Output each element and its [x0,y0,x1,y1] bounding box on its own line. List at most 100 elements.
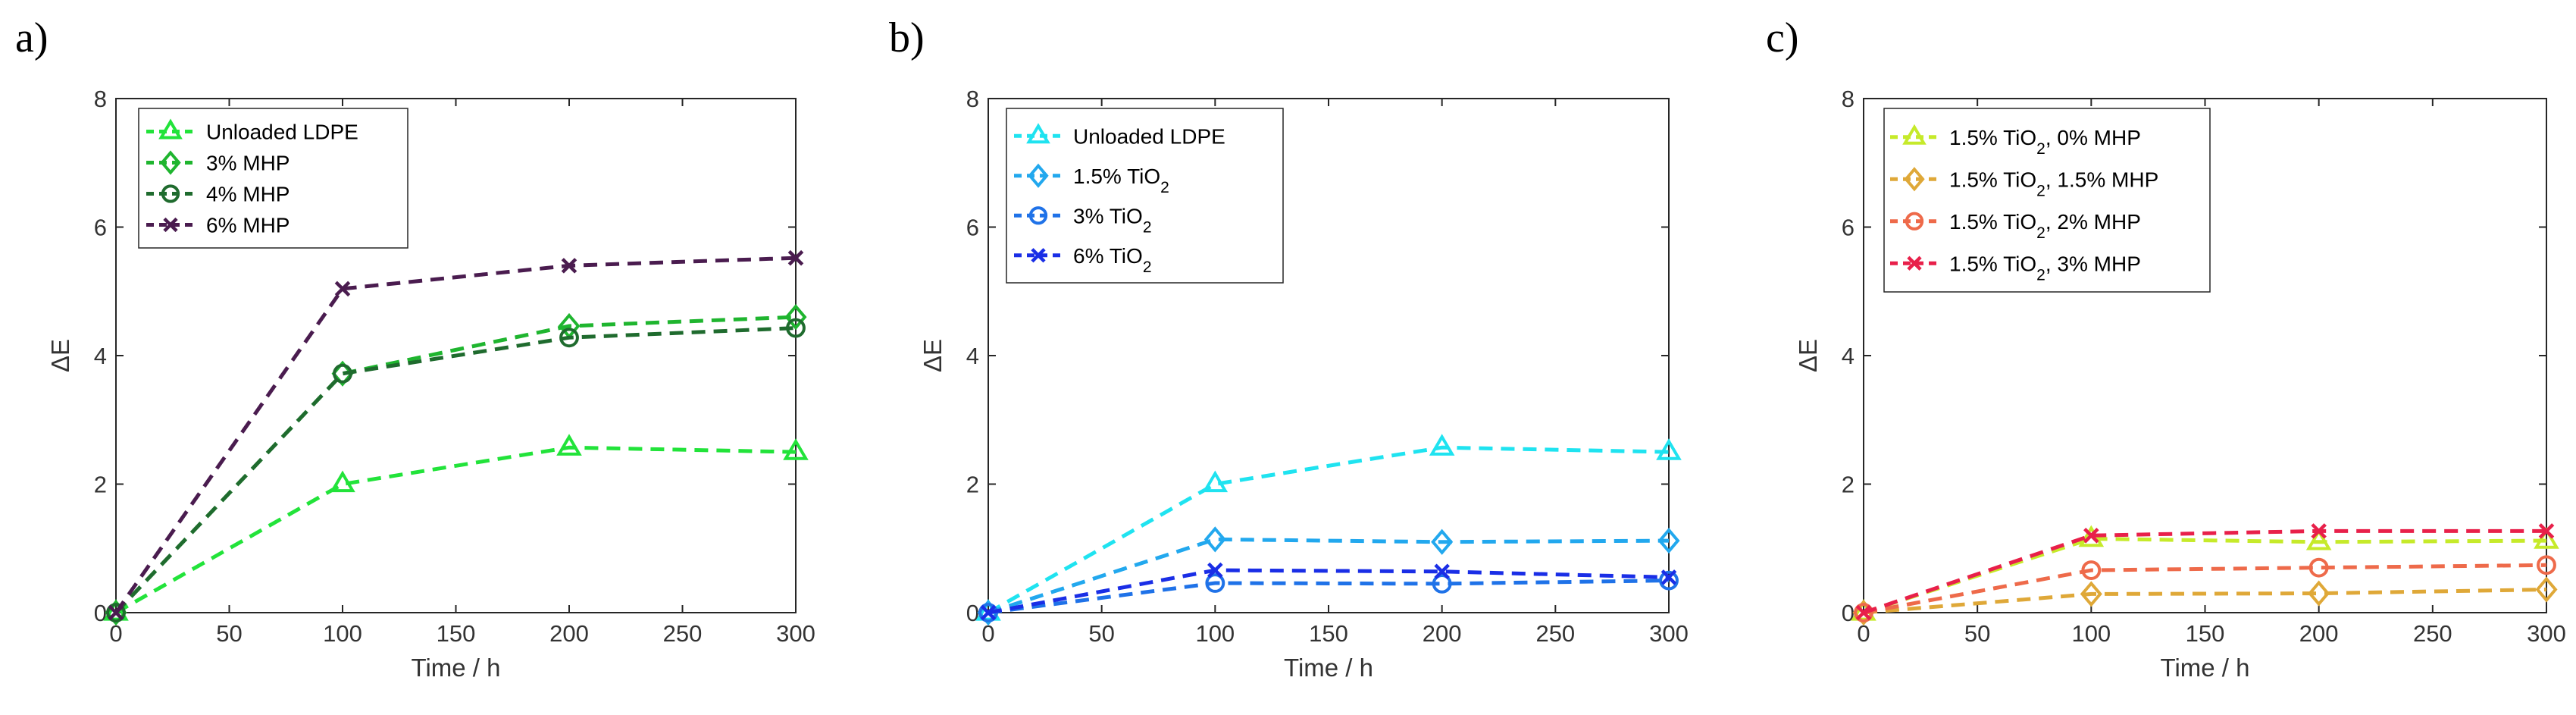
panel-b-series-4 [980,562,1677,621]
panel-c-legend-entry: 1.5% TiO2, 0% MHP [1890,124,2141,158]
panel-c-legend-entry: 1.5% TiO2, 3% MHP [1890,252,2141,284]
panel-b: b) 0 50 100 150 200 250 300 0 2 4 6 8 Time / h ΔE Unloa… [889,14,1689,682]
panel-c-xtick-label: 100 [2071,620,2111,647]
panel-b-series-4-point-shape [1660,569,1677,585]
panel-c-legend-label: 1.5% TiO2, 1.5% MHP [1949,168,2158,199]
panel-c-series-3-point [2308,557,2329,578]
panel-c-series-3-point-shape [1854,603,1873,622]
panel-a-series-3-point-shape [333,363,352,384]
panel-b-series-3-point-shape [1659,570,1679,591]
panel-a-ytick-label: 2 [94,472,107,498]
panel-a-series-1-point-shape [103,599,129,621]
panel-b-x-axis-label: Time / h [1284,654,1373,682]
panel-b-series-4-point-shape [980,604,997,621]
panel-c-series-2-point-shape [2535,576,2558,603]
panel-c-legend-entry: 1.5% TiO2, 2% MHP [1890,210,2141,242]
panel-b-legend-marker-shape [1026,123,1050,144]
panel-a-legend-marker [158,118,183,140]
panel-c-legend-label: 1.5% TiO2, 0% MHP [1949,126,2141,158]
panel-b-series-4-point [1660,569,1677,585]
panel-c-series-3-point [1854,603,1873,622]
panel-a-legend-label: Unloaded LDPE [206,121,358,144]
panel-c-legend-marker [1907,256,1922,271]
panel-c-legend-marker [1904,167,1925,192]
panel-a-series-3 [106,318,806,622]
panel-c-series-3-point-shape [2537,555,2556,575]
panel-b-legend-marker [1031,248,1046,263]
panel-c-xtick-label: 200 [2299,620,2339,647]
panel-c-series-4-line [1863,528,2546,615]
panel-a-ytick-label: 6 [94,215,107,241]
panel-b-series-1-line [987,445,1670,615]
panel-b-series-1-point-shape [1202,470,1229,493]
panel-a-xtick-label: 150 [437,620,476,647]
panel-b-series-2-line [988,537,1670,615]
panel-b-series-3 [978,570,1679,622]
panel-a-series-3-point [106,603,126,622]
panel-b-legend-label: Unloaded LDPE [1073,124,1225,148]
panel-b-ytick-label: 8 [966,86,979,112]
panel-b-series-1-point [1202,470,1229,493]
panel-a-series-4-point-shape [561,258,577,274]
panel-c-series-1-point-shape [2534,527,2559,549]
panel-a: a) 0 50 100 150 200 250 300 0 2 4 6 8 Time / h ΔE Unloa… [15,14,815,682]
panel-b-xtick-label: 0 [981,620,994,647]
panel-b-series-4-point [1207,562,1223,579]
panel-b-ytick-label: 4 [966,343,979,369]
panel-a-legend-entry: 3% MHP [146,150,290,175]
panel-b-series-2-point [1657,527,1680,554]
panel-c-legend-label: 1.5% TiO2, 2% MHP [1949,210,2141,242]
panel-a-legend-marker-shape [163,217,178,233]
panel-b-xtick-label: 200 [1423,620,1462,647]
panel-a-series-3-point-shape [106,603,126,622]
panel-a-series-4 [108,249,804,621]
panel-a-series-3-point-shape [559,328,579,348]
panel-b-series-3-point-shape [1432,573,1452,594]
panel-a-series-4-point [334,281,351,297]
panel-c: c) 0 50 100 150 200 250 300 0 2 4 6 8 Time / h ΔE 1.5% … [1766,14,2566,682]
panel-c-letter: c) [1766,14,1799,61]
panel-c-series-4-point-shape [2083,528,2099,544]
panel-a-series-2-point-shape [784,304,807,331]
panel-c-legend-marker-shape [1905,212,1924,230]
panel-a-series-3-point-shape [786,318,806,338]
panel-c-series-4-point [2538,523,2555,539]
panel-b-series-3-point [1659,570,1679,591]
panel-a-series-3-line [114,326,797,614]
panel-b-series-1-point [1429,434,1455,456]
panel-c-series-3-point [2537,555,2556,575]
panel-a-series-1-point-shape [330,470,355,493]
panel-c-series-4-point [1855,604,1872,621]
panel-c-legend-box [1883,108,2211,293]
panel-a-series-1 [103,434,809,621]
panel-a-legend-marker-shape [161,184,180,203]
panel-c-series-3-point-shape [2308,557,2329,578]
panel-c-legend-marker-shape [1902,124,1927,145]
panel-a-legend: Unloaded LDPE 3% MHP 4% MHP 6% MHP [138,108,408,249]
panel-c-series-3-point-shape [2081,560,2102,580]
panel-c-series-2-line [1863,587,2547,615]
panel-b-ytick-label: 2 [966,472,979,498]
panel-c-series-4-point [2311,523,2327,539]
panel-c-series-1-point [2534,527,2559,549]
panel-a-series-1-point [330,470,355,493]
panel-a-series-3-point [786,318,806,338]
panel-a-legend-marker-shape [158,118,183,140]
panel-a-xtick-label: 200 [549,620,589,647]
panel-a-series-1-point-shape [556,434,582,456]
panel-a-legend-marker [161,184,180,203]
panel-a-legend-entry: 4% MHP [146,183,290,206]
panel-c-series-4-point [2083,528,2099,544]
panel-b-series-2-point-shape [1203,526,1226,553]
panel-b-series-2-point [1431,528,1454,555]
panel-a-series-4-line [114,256,797,614]
panel-c-xtick-label: 0 [1857,620,1870,647]
panel-a-series-1-point [103,599,129,621]
panel-a-legend-label: 3% MHP [206,152,290,175]
panel-c-series-3 [1854,555,2556,622]
panel-b-series-3-line [988,579,1670,615]
panel-a-ytick-label: 0 [94,600,107,626]
panel-a-legend-marker-shape [160,150,181,175]
panel-b-ytick-label: 0 [966,600,979,626]
panel-a-letter: a) [15,14,49,61]
